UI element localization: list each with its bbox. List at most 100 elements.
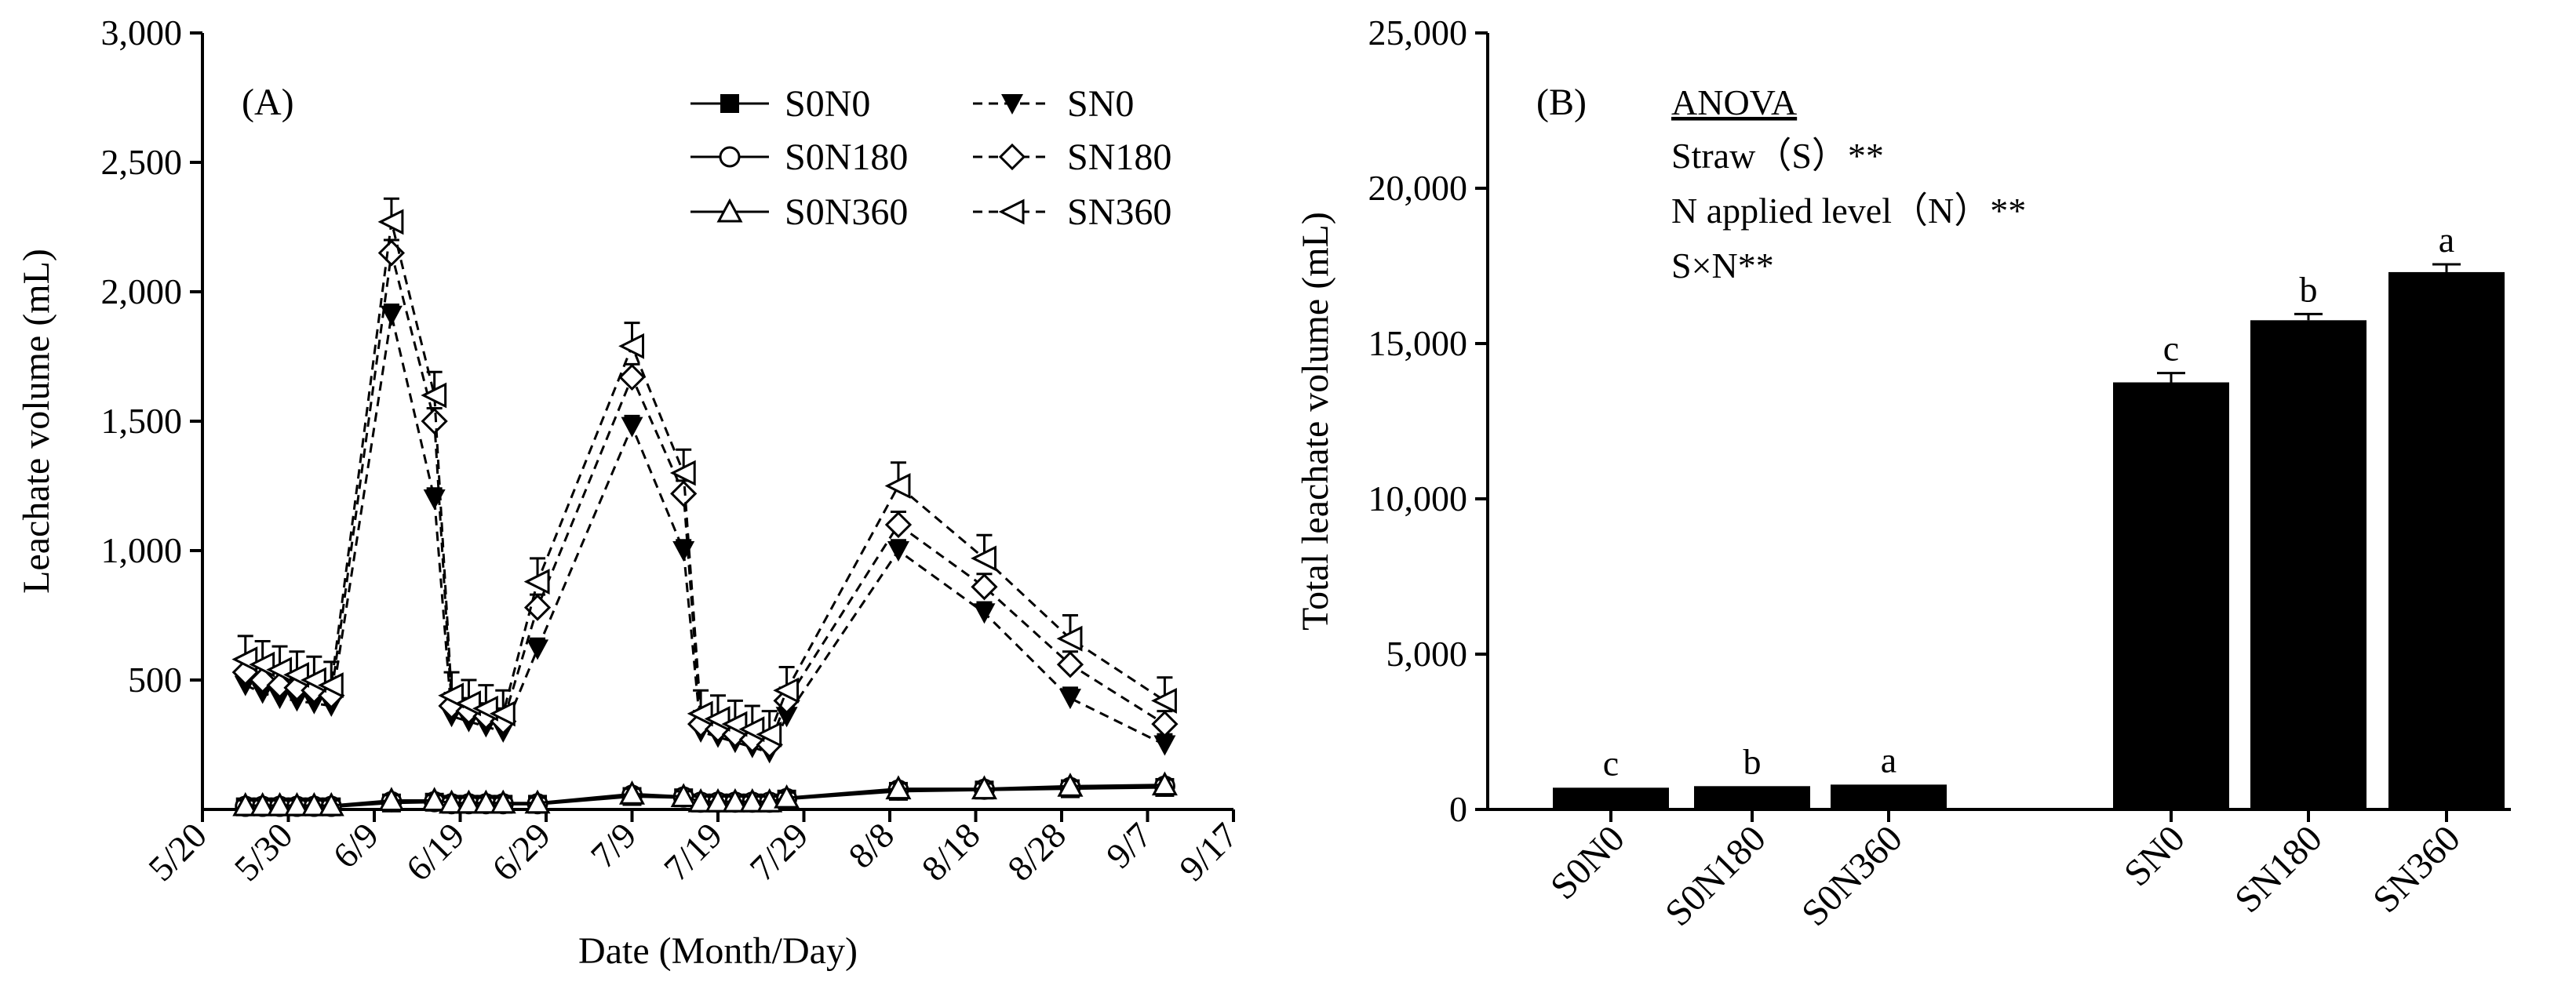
data-point-sn0 <box>1153 735 1176 756</box>
legend-item-s0n180: S0N180 <box>690 136 908 178</box>
legend-marker <box>716 198 743 223</box>
series-s0n360 <box>232 771 1178 817</box>
data-point-s0n360 <box>301 791 327 817</box>
y-tick-label: 1,000 <box>101 530 183 570</box>
significance-letter: a <box>2439 220 2454 260</box>
bar-y-axis-ticks: 0 5,000 10,000 15,000 20,000 25,000 <box>1368 13 1488 829</box>
significance-letter: b <box>1743 741 1762 781</box>
panel-label-b: (B) <box>1536 82 1587 123</box>
data-point-s0n360 <box>705 787 731 813</box>
bar-y-tick-label: 15,000 <box>1368 323 1468 363</box>
data-point-s0n360 <box>1151 771 1178 796</box>
bar-y-tick-label: 5,000 <box>1386 634 1468 674</box>
data-point-sn0 <box>887 541 909 562</box>
legend-item-s0n360: S0N360 <box>690 191 908 233</box>
anova-line-interaction: S×N** <box>1671 246 1774 286</box>
data-point-sn360 <box>1056 625 1083 652</box>
legend-label: SN180 <box>1067 136 1171 178</box>
data-point-sn360 <box>523 569 550 595</box>
x-axis-title: Date (Month/Day) <box>578 930 858 972</box>
data-point-sn0 <box>621 416 643 438</box>
legend-label: SN0 <box>1067 83 1134 125</box>
data-point-sn360 <box>669 460 696 486</box>
data-point-s0n360 <box>885 775 912 800</box>
data-point-sn180 <box>884 511 913 539</box>
legend-item-sn180: SN180 <box>973 136 1171 178</box>
legend-label: S0N180 <box>785 136 908 178</box>
data-point-sn0 <box>973 603 996 624</box>
data-point-sn360 <box>489 700 516 727</box>
data-point-sn360 <box>421 382 447 409</box>
data-point-sn180 <box>971 573 998 601</box>
data-point-sn0 <box>1058 689 1081 710</box>
bar-s0n180 <box>1694 786 1810 809</box>
bar-sn180 <box>2250 320 2366 809</box>
data-point-sn360 <box>377 209 404 235</box>
data-point-sn360 <box>971 545 997 572</box>
data-point-sn360 <box>884 473 911 499</box>
data-point-s0n360 <box>421 787 448 811</box>
anova-line-straw: Straw（S）** <box>1671 136 1884 176</box>
data-point-sn0 <box>775 707 798 728</box>
data-point-sn0 <box>380 305 403 326</box>
bar-s0n0 <box>1553 787 1669 809</box>
bar-y-tick-label: 10,000 <box>1368 478 1468 518</box>
data-point-sn180 <box>1151 710 1179 738</box>
legend-label: S0N0 <box>785 83 870 125</box>
data-point-s0n360 <box>490 789 516 814</box>
data-point-s0n360 <box>472 789 499 814</box>
series-sn360 <box>231 197 1177 747</box>
data-point-s0n360 <box>283 791 310 817</box>
data-point-s0n360 <box>971 775 997 800</box>
legend: S0N0 S0N180 S0N360 SN0 SN180 SN360 <box>690 83 1171 233</box>
series-layer <box>231 197 1179 817</box>
bar-sn360 <box>2388 271 2505 809</box>
data-point-sn360 <box>773 677 800 704</box>
data-point-s0n360 <box>439 789 465 814</box>
data-point-sn0 <box>672 541 695 562</box>
data-point-s0n360 <box>378 787 405 811</box>
data-point-sn360 <box>756 721 782 747</box>
bar-sn0 <box>2113 382 2229 809</box>
legend-item-sn360: SN360 <box>973 191 1171 233</box>
significance-letter: a <box>1881 740 1896 780</box>
bar-y-axis-title: Total leachate volume (mL) <box>1295 212 1336 631</box>
legend-label: SN360 <box>1067 191 1171 233</box>
data-point-s0n360 <box>267 791 293 817</box>
data-point-s0n360 <box>524 789 551 814</box>
y-axis-title: Leachate volume (mL) <box>16 249 57 594</box>
data-point-sn360 <box>1151 687 1177 714</box>
data-point-s0n360 <box>250 791 276 817</box>
data-point-sn0 <box>268 689 291 710</box>
anova-summary: ANOVA Straw（S）** N applied level（N）** S×… <box>1671 82 2026 286</box>
data-point-sn360 <box>618 333 644 359</box>
y-tick-label: 500 <box>128 660 182 700</box>
data-point-sn0 <box>286 691 308 712</box>
significance-letter: b <box>2300 269 2318 309</box>
y-tick-label: 2,000 <box>101 271 183 311</box>
data-point-s0n360 <box>687 787 714 813</box>
data-point-sn0 <box>303 693 326 715</box>
data-point-sn180 <box>670 480 698 507</box>
data-point-s0n360 <box>232 791 259 817</box>
data-point-sn180 <box>1056 651 1084 678</box>
y-tick-label: 3,000 <box>101 13 183 53</box>
anova-line-n-level: N applied level（N）** <box>1671 191 2026 231</box>
data-point-s0n360 <box>618 780 646 805</box>
significance-letter: c <box>2163 329 2179 369</box>
legend-marker <box>998 198 1025 225</box>
data-point-s0n360 <box>756 787 783 813</box>
data-point-sn0 <box>526 639 549 660</box>
data-point-s0n360 <box>722 787 749 813</box>
legend-label: S0N360 <box>785 191 908 233</box>
legend-item-sn0: SN0 <box>973 83 1134 125</box>
legend-marker <box>720 94 739 113</box>
data-point-s0n360 <box>318 791 344 817</box>
data-point-s0n360 <box>455 789 482 814</box>
data-point-sn360 <box>438 682 465 709</box>
data-point-sn0 <box>251 683 274 704</box>
